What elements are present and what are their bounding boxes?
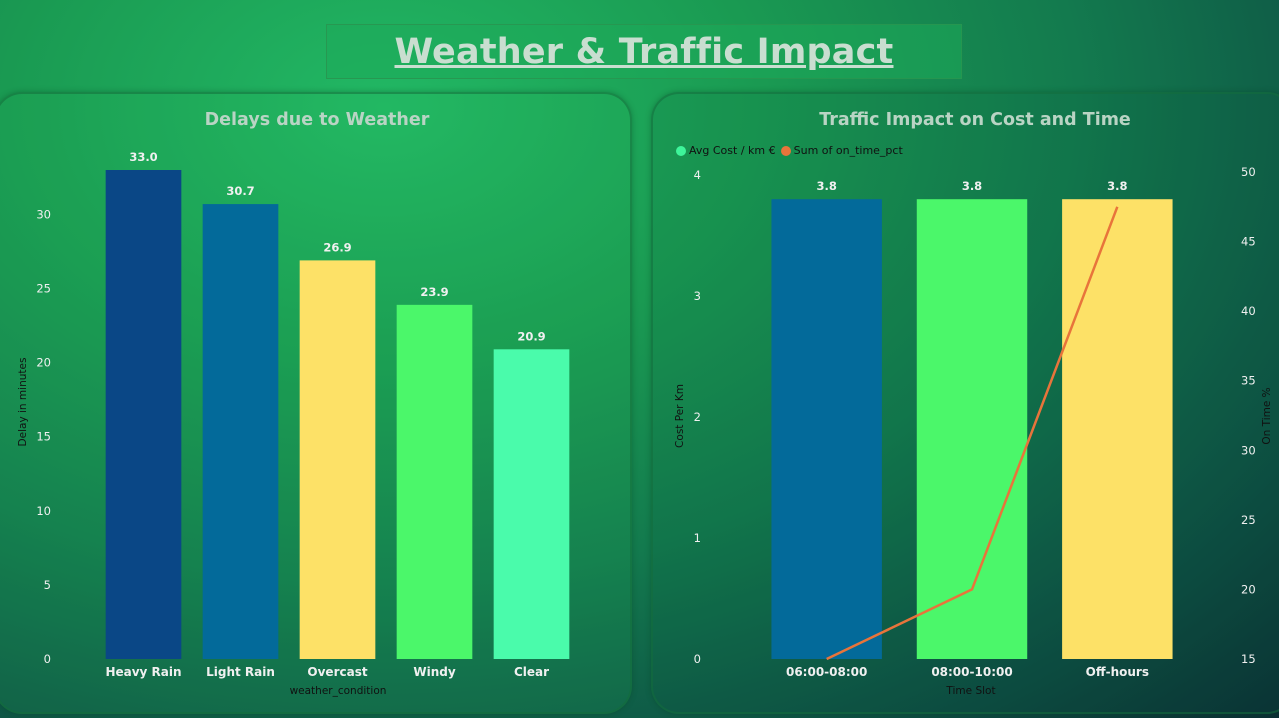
y-tick-label: 30 xyxy=(36,207,51,221)
weather-chart-title: Delays due to Weather xyxy=(204,110,430,130)
legend-item-avg-cost[interactable]: Avg Cost / km € xyxy=(676,144,776,157)
legend-label-on-time: Sum of on_time_pct xyxy=(793,144,903,157)
data-label: 33.0 xyxy=(129,150,157,164)
data-label: 3.8 xyxy=(1107,179,1127,193)
bar-off-hours xyxy=(1062,199,1173,659)
bar-06-00-08-00 xyxy=(771,199,882,659)
x-tick-label: Overcast xyxy=(307,665,367,679)
legend-label-avg-cost: Avg Cost / km € xyxy=(689,144,776,157)
y-tick-label: 1 xyxy=(694,531,701,545)
dashboard-title-box: Weather & Traffic Impact xyxy=(326,24,962,79)
y-axis-title: Cost Per Km xyxy=(674,384,686,448)
x-tick-label: 06:00-08:00 xyxy=(786,665,867,679)
y2-tick-label: 25 xyxy=(1241,513,1256,527)
y2-tick-label: 20 xyxy=(1241,582,1256,596)
y-axis-title: Delay in minutes xyxy=(17,358,29,447)
x-tick-label: Windy xyxy=(413,665,455,679)
bar-heavy-rain xyxy=(105,170,182,659)
data-label: 3.8 xyxy=(816,179,836,193)
x-tick-label: 08:00-10:00 xyxy=(931,665,1012,679)
bar-windy xyxy=(396,304,473,659)
y-tick-label: 25 xyxy=(36,282,51,296)
x-tick-label: Light Rain xyxy=(206,665,275,679)
y-tick-label: 0 xyxy=(44,652,51,666)
traffic-chart-legend[interactable]: Avg Cost / km € Sum of on_time_pct xyxy=(676,144,908,157)
y2-tick-label: 35 xyxy=(1241,374,1256,388)
data-label: 3.8 xyxy=(962,179,982,193)
data-label: 20.9 xyxy=(517,329,545,343)
y2-axis-title: On Time % xyxy=(1261,387,1273,444)
y-tick-label: 5 xyxy=(44,578,51,592)
y-tick-label: 4 xyxy=(694,168,701,182)
y-tick-label: 0 xyxy=(694,652,701,666)
y-tick-label: 2 xyxy=(694,410,701,424)
x-axis-title: weather_condition xyxy=(290,685,387,697)
y2-tick-label: 50 xyxy=(1241,165,1256,179)
legend-swatch-on-time xyxy=(780,145,791,156)
x-tick-label: Off-hours xyxy=(1086,665,1149,679)
data-label: 26.9 xyxy=(323,240,351,254)
dashboard-title: Weather & Traffic Impact xyxy=(394,31,894,72)
bar-light-rain xyxy=(202,204,279,659)
x-tick-label: Heavy Rain xyxy=(105,665,181,679)
y-tick-label: 15 xyxy=(36,430,51,444)
y2-tick-label: 30 xyxy=(1241,443,1256,457)
y2-tick-label: 40 xyxy=(1241,304,1256,318)
data-label: 23.9 xyxy=(420,285,448,299)
bar-08-00-10-00 xyxy=(916,199,1028,659)
y-tick-label: 20 xyxy=(36,356,51,370)
bar-clear xyxy=(493,349,570,659)
y2-tick-label: 45 xyxy=(1241,235,1256,249)
traffic-chart-title: Traffic Impact on Cost and Time xyxy=(819,110,1131,130)
bar-overcast xyxy=(299,260,376,659)
legend-swatch-avg-cost xyxy=(676,145,686,156)
data-label: 30.7 xyxy=(226,184,254,198)
x-tick-label: Clear xyxy=(514,665,549,679)
y2-tick-label: 15 xyxy=(1241,652,1256,666)
legend-item-on-time[interactable]: Sum of on_time_pct xyxy=(780,144,903,157)
on-time-line xyxy=(826,206,1119,661)
y-tick-label: 10 xyxy=(36,504,51,518)
x-axis-title: Time Slot xyxy=(945,685,995,697)
y-tick-label: 3 xyxy=(694,289,701,303)
